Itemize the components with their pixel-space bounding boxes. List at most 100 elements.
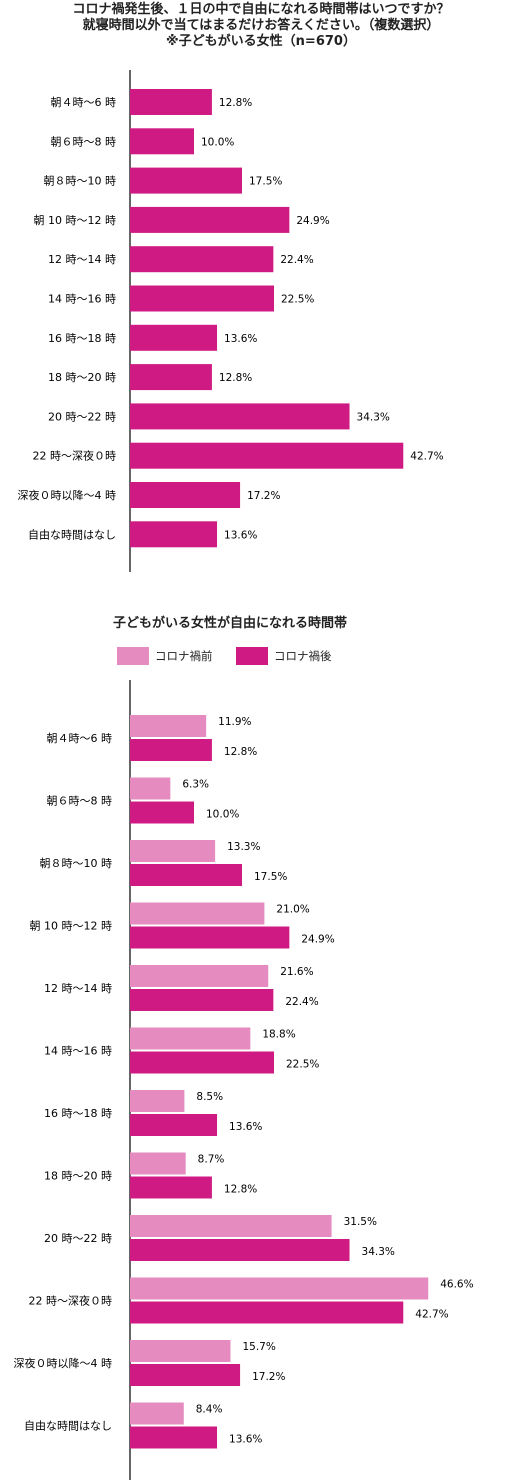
chart2-bar-before — [130, 1340, 231, 1362]
chart1-bar — [130, 482, 241, 508]
chart1-value-label: 13.6% — [224, 529, 257, 541]
chart1-value-label: 34.3% — [357, 411, 390, 423]
chart2-bar-before — [130, 1277, 429, 1300]
chart2-value-label-before: 21.6% — [280, 966, 313, 978]
chart2-value-label-before: 46.6% — [440, 1279, 473, 1291]
chart1-value-label: 17.2% — [247, 490, 280, 502]
chart2-bar-after — [130, 989, 274, 1011]
chart2-bar-before — [130, 1215, 332, 1237]
chart1-category-label: 朝 10 時〜12 時 — [34, 214, 116, 227]
chart1-category-label: 14 時〜16 時 — [48, 293, 116, 306]
chart2-value-label-before: 13.3% — [227, 841, 260, 853]
chart1-value-label: 10.0% — [201, 136, 234, 148]
chart2-value-label-before: 31.5% — [344, 1216, 377, 1228]
chart2-bar-after — [130, 801, 194, 824]
legend-item-after: コロナ禍後 — [236, 646, 332, 666]
chart2-category-label: 深夜０時以降〜4 時 — [14, 1356, 113, 1370]
chart1-category-label: 自由な時間はなし — [28, 527, 116, 541]
chart2-value-label-before: 6.3% — [182, 779, 209, 791]
legend-swatch-before — [117, 647, 149, 665]
chart1-bar — [130, 364, 212, 391]
chart2-value-label-after: 10.0% — [206, 809, 239, 821]
chart2-value-label-before: 11.9% — [218, 716, 251, 728]
chart1-bar — [130, 246, 274, 273]
chart2-value-label-after: 22.5% — [286, 1059, 319, 1071]
chart2-bar-after — [130, 1301, 404, 1324]
chart2-bar-before — [130, 1027, 251, 1050]
chart1-category-label: 18 時〜20 時 — [48, 371, 116, 384]
chart1-category-label: 深夜０時以降〜4 時 — [18, 488, 117, 502]
chart1-category-label: 朝８時〜10 時 — [44, 175, 117, 188]
chart1-title-line-1: コロナ禍発生後、１日の中で自由になれる時間帯はいつですか？ — [72, 2, 450, 17]
chart2-value-label-after: 12.8% — [224, 746, 257, 758]
chart1-bar-chart: 朝４時〜6 時 12.8% 朝６時〜8 時 10.0% 朝８時〜10 時 17.5% 朝 1… — [18, 70, 444, 572]
legend-item-before: コロナ禍前 — [117, 646, 213, 666]
chart1-value-label: 22.4% — [280, 254, 313, 266]
legend-swatch-after — [236, 647, 268, 665]
chart2-bar-before — [130, 1152, 186, 1175]
chart2-bar-after — [130, 1114, 218, 1136]
chart2-value-label-after: 13.6% — [229, 1121, 262, 1133]
chart2-bar-after — [130, 1176, 212, 1199]
chart2-bar-before — [130, 715, 207, 737]
chart1-bar — [130, 442, 404, 469]
chart2-value-label-after: 34.3% — [362, 1246, 395, 1258]
chart2-category-label: 14 時〜16 時 — [44, 1045, 112, 1058]
chart1-value-label: 24.9% — [296, 215, 329, 227]
chart2-bar-chart: 朝４時〜6 時 11.9% 12.8% 朝６時〜8 時 6.3% 10.0% 朝８時〜10 … — [14, 680, 474, 1480]
chart1-value-label: 22.5% — [281, 294, 314, 306]
chart2-bar-before — [130, 777, 171, 800]
chart2-value-label-before: 8.7% — [198, 1154, 225, 1166]
chart2-bar-before — [130, 902, 265, 925]
chart2-value-label-before: 15.7% — [242, 1341, 275, 1353]
chart2-value-label-before: 8.4% — [196, 1404, 223, 1416]
chart2-category-label: 16 時〜18 時 — [44, 1107, 112, 1120]
chart2-value-label-after: 22.4% — [285, 996, 318, 1008]
chart1-bar — [130, 167, 242, 194]
chart2-bar-before — [130, 1090, 185, 1112]
chart2-bar-after — [130, 1364, 241, 1386]
chart1-bar — [130, 285, 274, 312]
chart1-category-label: 16 時〜18 時 — [48, 332, 116, 345]
chart1-value-label: 17.5% — [249, 176, 282, 188]
chart2-category-label: 20 時〜22 時 — [44, 1232, 112, 1245]
chart2-category-label: 22 時〜深夜０時 — [29, 1294, 113, 1308]
chart2-value-label-before: 21.0% — [276, 904, 309, 916]
chart1-bar — [130, 128, 194, 155]
chart1-category-label: 22 時〜深夜０時 — [33, 449, 117, 463]
chart1-category-label: 20 時〜22 時 — [48, 410, 116, 423]
chart2-bar-after — [130, 864, 242, 886]
chart2-value-label-after: 24.9% — [301, 934, 334, 946]
chart2-bar-after — [130, 926, 290, 949]
chart2-value-label-after: 17.2% — [252, 1371, 285, 1383]
legend-label-after: コロナ禍後 — [274, 649, 332, 663]
chart2-bar-before — [130, 965, 269, 987]
chart2-category-label: 自由な時間はなし — [24, 1419, 112, 1433]
chart2-category-label: 18 時〜20 時 — [44, 1170, 112, 1183]
chart2-value-label-before: 18.8% — [262, 1029, 295, 1041]
chart1-bar — [130, 403, 350, 430]
chart1-bar — [130, 89, 212, 115]
chart2-bar-after — [130, 1051, 274, 1074]
chart2-value-label-after: 42.7% — [415, 1309, 448, 1321]
chart2-category-label: 朝８時〜10 時 — [40, 857, 113, 870]
chart1-value-label: 12.8% — [219, 97, 252, 109]
chart2-category-label: 朝６時〜8 時 — [47, 795, 113, 808]
chart1-category-label: 12 時〜14 時 — [48, 253, 116, 266]
chart2-bar-after — [130, 1426, 218, 1449]
chart1-value-label: 42.7% — [410, 451, 443, 463]
chart2-value-label-after: 17.5% — [254, 871, 287, 883]
legend-label-before: コロナ禍前 — [155, 649, 213, 663]
chart2-value-label-after: 13.6% — [229, 1434, 262, 1446]
chart2-bar-before — [130, 1402, 184, 1425]
chart2-bar-before — [130, 840, 216, 862]
chart1-bar — [130, 324, 218, 351]
chart1-title-line-3: ※子どもがいる女性（n=670） — [166, 34, 356, 49]
chart2-category-label: 12 時〜14 時 — [44, 982, 112, 995]
chart1-bar — [130, 206, 290, 233]
chart1-value-label: 13.6% — [224, 333, 257, 345]
chart1-category-label: 朝４時〜6 時 — [51, 96, 117, 109]
chart1-value-label: 12.8% — [219, 372, 252, 384]
chart2-bar-after — [130, 1239, 350, 1261]
